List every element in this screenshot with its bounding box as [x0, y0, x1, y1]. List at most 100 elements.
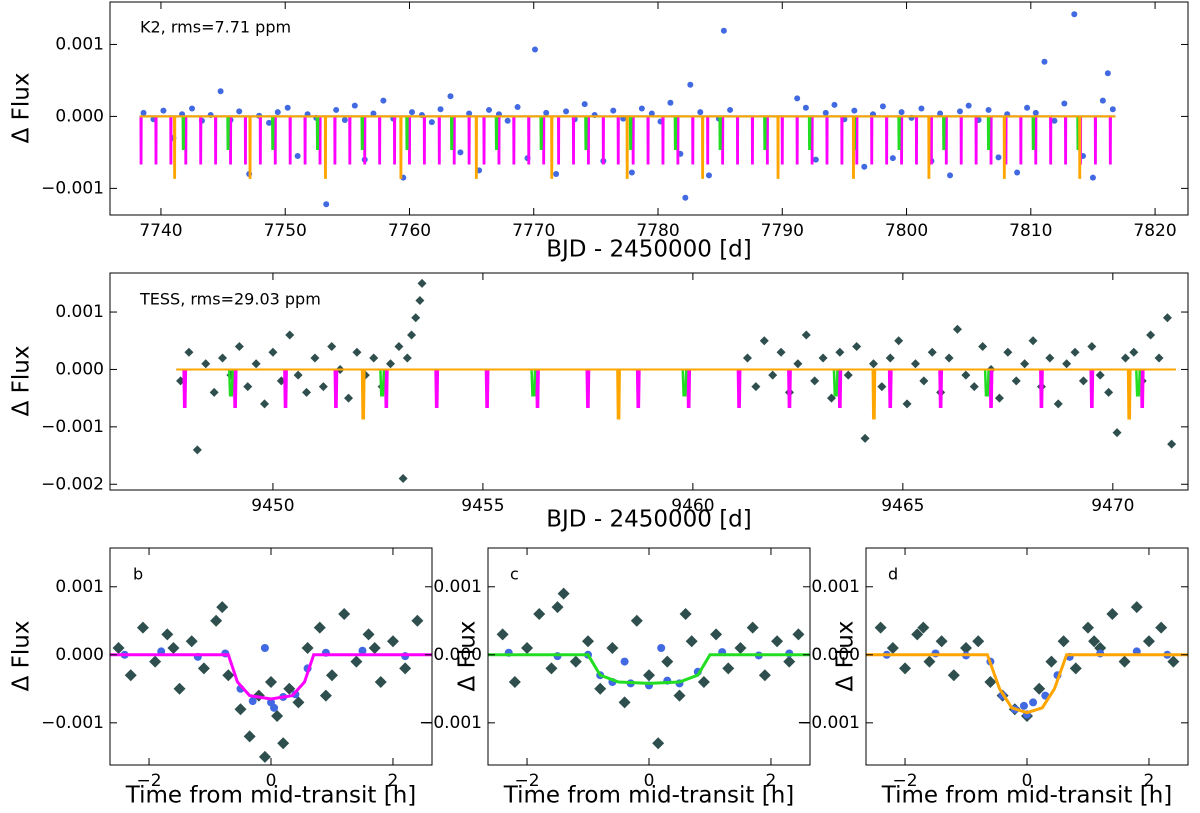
- data-point: [294, 152, 301, 159]
- data-point: [543, 109, 550, 116]
- data-point: [551, 601, 564, 614]
- y-axis-label: Δ Flux: [9, 73, 35, 144]
- data-point: [1014, 169, 1021, 176]
- transit-model: [228, 116, 233, 165]
- data-point: [793, 359, 803, 369]
- transit-model: [1093, 116, 1098, 165]
- data-point: [333, 106, 340, 113]
- data-point: [209, 387, 219, 397]
- transit-model: [154, 116, 158, 165]
- transit-model: [628, 116, 633, 151]
- y-tick-label: 0.000: [433, 645, 482, 665]
- x-tick-label: 9470: [1091, 496, 1134, 516]
- data-point: [386, 635, 399, 648]
- transit-model: [226, 116, 230, 151]
- panel: −2 0 2 −0.001 0.000 0.001 c Time from mid-trans…: [419, 547, 811, 809]
- data-point: [902, 399, 912, 409]
- plot-area: [110, 601, 432, 763]
- data-point: [886, 641, 899, 654]
- data-point: [927, 347, 937, 357]
- transit-model: [434, 369, 440, 409]
- transit-model: [407, 116, 412, 165]
- x-tick-label: 7820: [1133, 221, 1176, 241]
- data-point: [1024, 104, 1031, 111]
- transit-model: [392, 116, 397, 165]
- data-point: [149, 655, 162, 668]
- data-point: [408, 109, 415, 116]
- x-axis-label: Time from mid-transit [h]: [881, 783, 1173, 809]
- data-point: [374, 676, 387, 689]
- data-point: [260, 399, 270, 409]
- plot-area: [176, 278, 1177, 484]
- data-point: [1129, 347, 1139, 357]
- data-point: [428, 119, 435, 126]
- transit-model: [736, 369, 742, 409]
- transit-model: [467, 116, 471, 165]
- data-point: [352, 347, 362, 357]
- data-point: [1078, 376, 1088, 386]
- x-tick-label: 9455: [461, 496, 504, 516]
- transit-model: [765, 116, 769, 165]
- data-point: [783, 655, 796, 668]
- data-point: [415, 296, 425, 306]
- data-point: [860, 433, 870, 443]
- data-point: [1053, 399, 1063, 409]
- data-point: [879, 103, 886, 110]
- x-tick-label: 2: [766, 771, 777, 791]
- data-point: [1162, 313, 1172, 323]
- data-point: [628, 169, 635, 176]
- data-point: [1120, 353, 1130, 363]
- x-axis-label: Time from mid-transit [h]: [125, 783, 417, 809]
- axes-frame: [865, 547, 1189, 766]
- transit-model: [974, 116, 978, 165]
- data-point: [1081, 621, 1094, 634]
- transit-model: [851, 116, 856, 179]
- transit-model: [855, 116, 859, 165]
- data-point: [648, 110, 655, 117]
- transit-model: [348, 116, 352, 165]
- transit-model: [676, 116, 680, 165]
- data-point: [697, 109, 704, 116]
- transit-model: [484, 369, 490, 409]
- y-tick-label: −0.001: [41, 178, 104, 198]
- y-tick-label: −0.002: [41, 474, 104, 494]
- data-point: [969, 382, 979, 392]
- transit-model: [616, 116, 620, 165]
- data-point: [919, 376, 929, 386]
- data-point: [216, 601, 229, 614]
- data-point: [251, 359, 261, 369]
- data-point: [610, 107, 617, 114]
- transit-model: [929, 116, 933, 165]
- data-point: [531, 46, 538, 53]
- transit-model: [625, 116, 629, 179]
- data-point: [447, 93, 454, 100]
- transit-model: [378, 116, 382, 165]
- transit-model: [184, 116, 188, 165]
- data-point: [302, 387, 312, 397]
- transit-model: [449, 116, 454, 151]
- transit-model: [646, 116, 650, 165]
- data-point: [380, 97, 387, 104]
- x-tick-label: 7740: [139, 221, 182, 241]
- data-point: [521, 641, 534, 654]
- data-point: [802, 104, 809, 111]
- transit-model: [988, 369, 994, 409]
- transit-model: [586, 116, 591, 165]
- y-tick-label: 0.000: [55, 106, 104, 126]
- y-tick-label: 0.001: [811, 577, 860, 597]
- transit-model: [181, 116, 186, 151]
- data-point: [557, 587, 570, 600]
- axes-frame: [109, 547, 433, 766]
- data-point: [687, 81, 694, 88]
- transit-model: [1078, 116, 1082, 179]
- data-point: [1045, 655, 1058, 668]
- data-point: [1041, 58, 1048, 65]
- data-point: [325, 669, 338, 682]
- data-point: [758, 669, 771, 682]
- data-point: [952, 324, 962, 334]
- data-point: [831, 101, 838, 108]
- transit-model: [535, 369, 540, 409]
- transit-model: [258, 116, 262, 165]
- transit-model: [360, 369, 366, 420]
- transit-model: [871, 369, 877, 420]
